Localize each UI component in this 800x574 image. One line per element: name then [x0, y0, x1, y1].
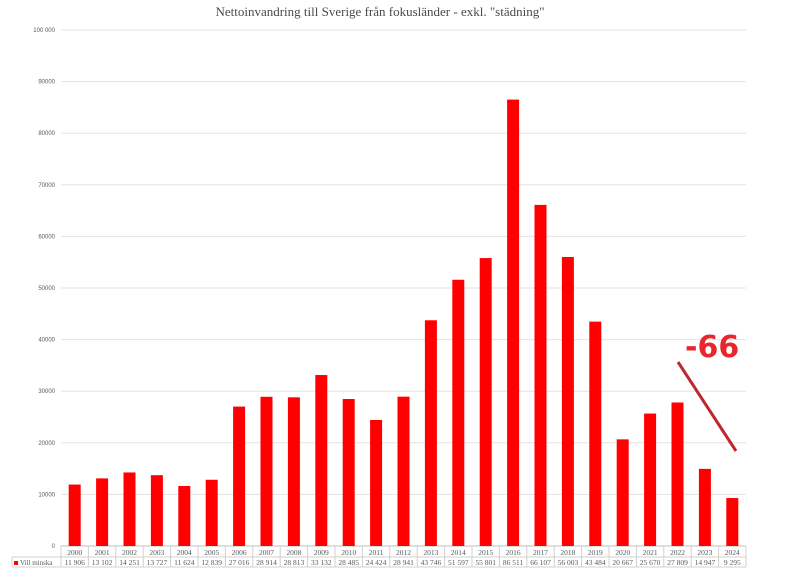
y-tick-label: 60000 — [38, 234, 55, 240]
x-tick-label: 2007 — [259, 548, 274, 557]
bar — [452, 279, 465, 546]
x-tick-label: 2011 — [369, 548, 384, 557]
value-label: 25 670 — [640, 558, 661, 567]
y-tick-label: 50000 — [38, 286, 55, 292]
x-tick-label: 2021 — [643, 548, 658, 557]
legend-swatch — [14, 561, 18, 565]
x-tick-label: 2002 — [122, 548, 137, 557]
bar — [479, 258, 492, 546]
value-label: 13 102 — [92, 558, 113, 567]
bar — [424, 320, 437, 546]
y-tick-label: 90000 — [38, 80, 55, 86]
chart-title: Nettoinvandring till Sverige från fokusl… — [215, 4, 545, 19]
y-tick-label: 30000 — [38, 389, 55, 395]
x-tick-label: 2003 — [149, 548, 164, 557]
value-label: 12 839 — [201, 558, 222, 567]
x-tick-label: 2004 — [177, 548, 192, 557]
x-tick-label: 2018 — [560, 548, 575, 557]
bar — [178, 486, 191, 546]
x-tick-label: 2001 — [95, 548, 110, 557]
x-tick-label: 2020 — [615, 548, 630, 557]
value-label: 14 947 — [695, 558, 716, 567]
x-tick-label: 2008 — [286, 548, 301, 557]
bar — [123, 472, 136, 546]
value-label: 20 667 — [612, 558, 633, 567]
x-tick-label: 2024 — [725, 548, 740, 557]
value-label: 11 624 — [174, 558, 195, 567]
y-axis-ticks: 0 10000 20000 30000 40000 50000 60000 70000 8000… — [33, 28, 55, 550]
bar — [260, 396, 273, 546]
bar — [233, 406, 246, 546]
bar — [534, 204, 547, 546]
bar — [589, 321, 602, 546]
y-tick-label: 100 000 — [33, 28, 55, 34]
bar — [397, 396, 410, 546]
value-label: 66 107 — [530, 558, 551, 567]
x-tick-label: 2000 — [67, 548, 82, 557]
x-tick-label: 2009 — [314, 548, 329, 557]
value-label: 86 511 — [503, 558, 524, 567]
value-label: 55 801 — [475, 558, 496, 567]
value-label: 28 813 — [284, 558, 305, 567]
x-tick-label: 2006 — [232, 548, 247, 557]
legend-series-name: Vill minska — [20, 559, 53, 567]
value-label: 27 809 — [667, 558, 688, 567]
x-tick-label: 2010 — [341, 548, 356, 557]
value-label: 9 295 — [724, 558, 741, 567]
bars — [68, 99, 739, 546]
bar — [616, 439, 629, 546]
x-tick-label: 2014 — [451, 548, 466, 557]
annotation: -66 — [676, 330, 739, 452]
x-tick-label: 2022 — [670, 548, 685, 557]
value-label: 43 746 — [421, 558, 442, 567]
x-tick-label: 2005 — [204, 548, 219, 557]
x-tick-label: 2017 — [533, 548, 548, 557]
y-tick-label: 10000 — [38, 492, 55, 498]
y-tick-label: 0 — [52, 544, 56, 550]
value-label: 27 016 — [229, 558, 250, 567]
bar — [68, 484, 81, 546]
y-tick-label: 80000 — [38, 131, 55, 137]
x-tick-label: 2023 — [697, 548, 712, 557]
value-label: 14 251 — [119, 558, 140, 567]
value-label: 51 597 — [448, 558, 469, 567]
bar — [315, 375, 328, 546]
bar — [561, 257, 574, 546]
value-label: 28 914 — [256, 558, 277, 567]
value-label: 33 132 — [311, 558, 332, 567]
annotation-trend-line — [676, 361, 738, 452]
bar — [726, 498, 739, 546]
bar — [287, 397, 300, 546]
bar — [507, 99, 520, 546]
value-label: 24 424 — [366, 558, 387, 567]
y-tick-label: 70000 — [38, 183, 55, 189]
x-tick-label: 2012 — [396, 548, 411, 557]
y-tick-label: 40000 — [38, 338, 55, 344]
value-label: 56 003 — [558, 558, 579, 567]
annotation-label: -66 — [685, 330, 739, 365]
bar — [671, 402, 684, 546]
y-tick-label: 20000 — [38, 441, 55, 447]
x-tick-label: 2016 — [506, 548, 521, 557]
bar — [370, 419, 383, 546]
value-label: 43 484 — [585, 558, 606, 567]
value-label: 28 941 — [393, 558, 414, 567]
x-tick-label: 2019 — [588, 548, 603, 557]
bar — [342, 399, 355, 546]
bar — [698, 468, 711, 546]
x-tick-label: 2013 — [423, 548, 438, 557]
bar — [150, 475, 163, 546]
value-label: 13 727 — [147, 558, 168, 567]
bar — [644, 413, 657, 546]
value-label: 11 906 — [65, 558, 86, 567]
bar — [96, 478, 109, 546]
x-tick-label: 2015 — [478, 548, 493, 557]
bar — [205, 479, 218, 546]
value-label: 28 485 — [338, 558, 359, 567]
